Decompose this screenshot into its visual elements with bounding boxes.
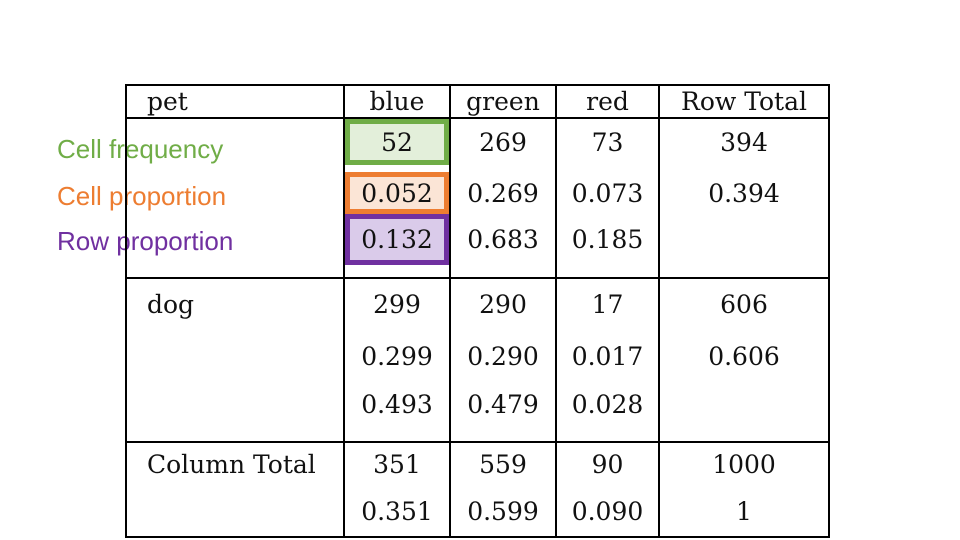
cell-value: 394 — [720, 127, 768, 157]
cell-value: 290 — [479, 289, 527, 319]
cell-value: 0.599 — [467, 496, 539, 526]
table-row-group-1: 52 0.052 0.132 269 0.269 — [125, 117, 830, 279]
cell-value — [660, 214, 828, 265]
cell-frequency-highlight-box: 52 — [345, 119, 449, 165]
cell-value: 0.028 — [571, 389, 644, 419]
spacer — [451, 165, 555, 172]
col-header-green: green — [466, 87, 540, 116]
cell-value: 351 — [373, 450, 421, 479]
table-header-row: pet blue green red Row Total — [125, 84, 830, 119]
cell-value: 0.073 — [571, 178, 644, 208]
cell-value: 299 — [373, 289, 421, 319]
cell-value: 0.017 — [571, 342, 644, 371]
cell-value: 606 — [720, 289, 768, 319]
table-row-group-dog: dog 299 0.299 0.493 290 0.290 0.479 17 0… — [125, 277, 830, 443]
col-header-row-total: Row Total — [681, 87, 807, 116]
cell-value: 559 — [479, 450, 527, 479]
cell-value: 0.683 — [467, 225, 539, 254]
spacer — [557, 165, 658, 172]
spacer — [345, 165, 449, 172]
cell-value: 0.606 — [708, 342, 780, 371]
cell-value: 0.090 — [571, 496, 644, 526]
cell-value — [660, 384, 828, 424]
cell-value: 90 — [591, 450, 624, 479]
cell-value: 52 — [381, 127, 413, 157]
row-label — [127, 119, 343, 165]
row-label: Column Total — [147, 450, 316, 479]
row-proportion-highlight-box: 0.132 — [345, 214, 449, 265]
cell-value: 0.052 — [361, 178, 433, 208]
table-row-group-column-total: Column Total 351 0.351 559 0.599 90 0.09… — [125, 441, 830, 538]
cell-value: 269 — [479, 127, 527, 157]
cell-value: 0.394 — [708, 178, 780, 208]
cell-value: 0.269 — [467, 178, 539, 208]
cell-value: 0.479 — [467, 389, 539, 419]
col-header-pet: pet — [147, 87, 188, 116]
cell-value: 1000 — [712, 450, 776, 479]
spacer — [660, 165, 828, 172]
cell-value: 0.132 — [361, 225, 433, 254]
cell-value: 0.351 — [361, 496, 433, 526]
cell-value: 17 — [591, 289, 624, 319]
col-header-red: red — [586, 87, 629, 116]
row-label: dog — [147, 289, 195, 319]
contingency-table: pet blue green red Row Total 52 0.052 — [125, 84, 830, 538]
cell-value: 0.290 — [467, 342, 539, 371]
cell-proportion-highlight-box: 0.052 — [345, 172, 449, 214]
cell-value: 73 — [591, 127, 624, 157]
cell-value: 0.493 — [361, 389, 433, 419]
cell-value: 1 — [736, 496, 752, 526]
cell-value: 0.185 — [571, 225, 644, 254]
cell-value: 0.299 — [361, 342, 433, 371]
col-header-blue: blue — [369, 87, 425, 116]
